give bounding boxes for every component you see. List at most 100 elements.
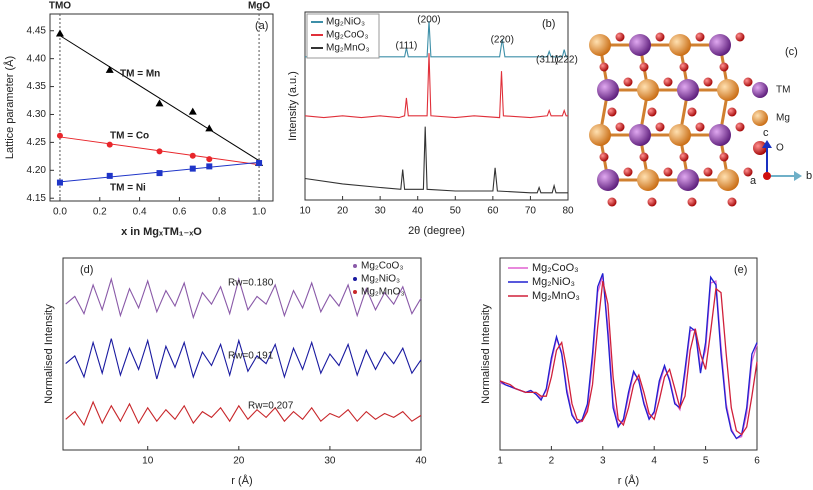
atom [615,32,625,42]
x-tick-label: 20 [233,456,245,467]
legend-sphere [752,82,768,98]
x-tick-label: 60 [487,206,499,217]
fit-label: Rw=0.191 [228,351,274,362]
panel-label: (c) [785,46,798,58]
atom [655,32,665,42]
point [206,163,213,170]
y-axis-label: Lattice parameter (Å) [3,56,16,159]
x-axis-label: x in MgₓTM₁₋ₓO [121,226,202,238]
plot-frame [304,11,569,201]
crystal-structure [589,32,753,207]
panel-label: (b) [542,18,555,30]
x-tick-label: 30 [375,206,387,217]
y-tick-label: 4.15 [27,193,47,204]
atom [677,169,699,191]
atom [717,169,739,191]
y-axis-label: Normalised Intensity [480,304,492,404]
x-axis-label: r (Å) [618,474,639,487]
x-tick-label: 40 [412,206,424,217]
plot-frame [62,257,422,451]
legend-label: O [776,143,784,154]
atom [727,197,737,207]
x-tick-label: 30 [324,456,336,467]
point [256,160,263,167]
legend-swatch [353,264,357,268]
annotation: TMO [49,1,71,12]
point [156,148,163,155]
atom [735,32,745,42]
x-tick-label: 6 [754,456,760,467]
series-line [65,277,422,320]
atom [719,152,729,162]
x-tick-label: 80 [562,206,574,217]
atom [597,79,619,101]
x-axis-label: 2θ (degree) [408,225,465,237]
atom [655,122,665,132]
arrow-head [794,171,802,181]
y-tick-label: 4.20 [27,165,47,176]
atom [663,167,673,177]
atom [623,77,633,87]
legend-label: Mg [776,113,790,124]
x-tick-label: 70 [525,206,537,217]
legend-label: TM [776,85,790,96]
point [56,179,63,186]
atom [629,124,651,146]
legend-label: Mg₂CoO₃ [326,30,368,41]
atom [719,62,729,72]
fit-line [59,35,260,162]
atom [607,107,617,117]
y-tick-label: 4.35 [27,81,47,92]
y-tick-label: 4.30 [27,109,47,120]
atom [695,122,705,132]
atom [663,77,673,87]
point [206,156,213,163]
atom [703,167,713,177]
annotation: MgO [248,1,270,12]
x-axis-label: r (Å) [231,474,252,487]
peak-label: (311) [536,55,559,66]
atom [589,34,611,56]
fit-label: Rw=0.180 [228,278,274,289]
legend-label: Mg₂CoO₃ [361,261,403,272]
axis-name: c [763,127,769,139]
legend-swatch [353,290,357,294]
atom [647,107,657,117]
atom [639,62,649,72]
point [189,165,196,172]
x-tick-label: 0.4 [133,207,147,218]
atom [669,124,691,146]
x-tick-label: 1.0 [252,207,266,218]
atom [599,152,609,162]
atom [709,124,731,146]
y-tick-label: 4.25 [27,137,47,148]
atom [717,79,739,101]
arrow-head [762,140,772,148]
axis-name: a [750,175,757,187]
atom [637,79,659,101]
legend-label: Mg₂NiO₃ [532,276,575,288]
atom [735,122,745,132]
series-line [304,53,568,119]
atom [727,107,737,117]
plot-frame [49,13,274,202]
point [189,152,196,159]
legend-sphere [753,141,767,155]
series-line [305,20,568,58]
series-label: TM = Mn [120,69,160,80]
x-tick-label: 4 [651,456,657,467]
legend-sphere [752,110,768,126]
atom [639,152,649,162]
y-axis-label: Normalised Intensity [43,304,55,404]
point [56,132,63,139]
legend-label: Mg₂MnO₃ [326,43,370,54]
x-tick-label: 0.8 [212,207,226,218]
point [105,65,114,73]
atom [637,169,659,191]
legend-label: Mg₂MnO₃ [361,287,405,298]
peak-label: (222) [554,55,577,66]
point [205,124,214,132]
point [155,99,164,107]
x-tick-label: 5 [703,456,709,467]
x-tick-label: 10 [142,456,154,467]
